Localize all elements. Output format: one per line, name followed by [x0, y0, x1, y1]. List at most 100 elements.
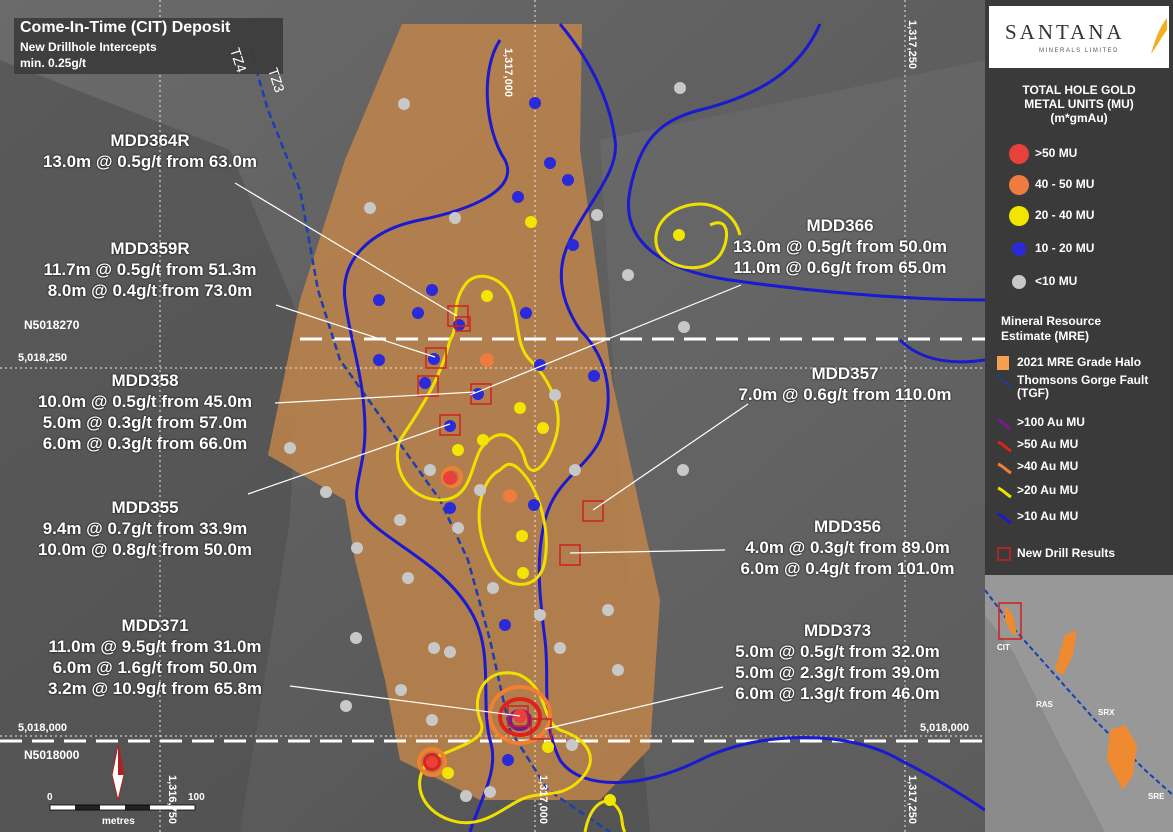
inset-label-ras: RAS	[1036, 700, 1053, 709]
callout-mdd358-line: 10.0m @ 0.5g/t from 45.0m	[37, 392, 253, 411]
callout-mdd359r-line: 11.7m @ 0.5g/t from 51.3m	[43, 260, 257, 279]
santana-logo: SANTANA MINERALS LIMITED	[989, 6, 1169, 68]
callout-mdd357: MDD357 7.0m @ 0.6g/t from 110.0m	[710, 363, 980, 405]
legend-heading: TOTAL HOLE GOLD METAL UNITS (MU) (m*gmAu…	[985, 83, 1173, 125]
terrain-highlight	[600, 60, 985, 832]
mre-grade-halo	[268, 24, 660, 800]
legend-label: Thomsons Gorge Fault (TGF)	[1017, 373, 1149, 400]
legend-label: 10 - 20 MU	[1035, 241, 1095, 255]
legend-dot-blue	[1012, 242, 1026, 256]
northing-label-000: 5,018,000	[18, 722, 67, 734]
map-subtitle-min: min. 0.25g/t	[20, 56, 87, 70]
callout-mdd371-line: 6.0m @ 1.6g/t from 50.0m	[52, 658, 258, 677]
legend-new-results-box	[997, 547, 1011, 561]
callout-mdd357-id: MDD357	[811, 364, 879, 383]
legend-label: New Drill Results	[1017, 546, 1116, 560]
callout-mdd355-line: 9.4m @ 0.7g/t from 33.9m	[42, 519, 248, 538]
legend-label: 20 - 40 MU	[1035, 208, 1095, 222]
legend-label: >100 Au MU	[1017, 415, 1085, 429]
logo-subtext: MINERALS LIMITED	[1039, 48, 1120, 54]
callout-mdd364r-id: MDD364R	[110, 131, 190, 150]
callout-mdd358-line: 6.0m @ 0.3g/t from 66.0m	[42, 434, 248, 453]
legend-item-40-50: 40 - 50 MU	[985, 174, 1173, 195]
legend-heading-line: TOTAL HOLE GOLD	[1022, 83, 1136, 97]
inset-cit-box	[998, 602, 1022, 640]
easting-label-bottom-2: 1,317,250	[906, 775, 918, 824]
callout-mdd355-id: MDD355	[111, 498, 179, 517]
scale-end-label: 100	[188, 792, 205, 803]
callout-mdd356-id: MDD356	[813, 517, 882, 536]
legend-dot-orange	[1009, 175, 1029, 195]
main-map	[0, 0, 985, 832]
callout-mdd356-line: 6.0m @ 0.4g/t from 101.0m	[740, 559, 955, 578]
contour-40mu	[417, 466, 552, 777]
logo-mark-icon	[1151, 18, 1167, 54]
new-drill-results	[417, 305, 604, 740]
legend-contour-yellow	[997, 486, 1012, 499]
legend-heading-line: (m*gmAu)	[1050, 111, 1108, 125]
callout-mdd373: MDD373 5.0m @ 0.5g/t from 32.0m 5.0m @ 2…	[700, 620, 975, 704]
scale-easting-label: 1,316,750	[166, 775, 178, 824]
callout-mdd358-line: 5.0m @ 0.3g/t from 57.0m	[42, 413, 248, 432]
callout-mdd359r-id: MDD359R	[110, 239, 190, 258]
inset-label-sre: SRE	[1148, 792, 1165, 801]
inset-map	[985, 575, 1173, 832]
contour-50mu	[423, 697, 542, 771]
callout-mdd371: MDD371 11.0m @ 9.5g/t from 31.0m 6.0m @ …	[0, 615, 310, 699]
legend-label: >10 Au MU	[1017, 509, 1079, 523]
title-block	[14, 18, 283, 74]
inset-cit-halo	[1005, 605, 1017, 635]
thomsons-gorge-fault	[248, 47, 611, 832]
northing-label-250: 5,018,250	[18, 352, 67, 364]
legend-fault-swatch	[997, 374, 1012, 389]
section-label-n5018000: N5018000	[24, 748, 80, 762]
legend-label: 2021 MRE Grade Halo	[1017, 355, 1142, 369]
inset-label-srx: SRX	[1098, 708, 1115, 717]
legend-label: <10 MU	[1035, 274, 1078, 288]
callout-mdd359r: MDD359R 11.7m @ 0.5g/t from 51.3m 8.0m @…	[0, 238, 300, 301]
inset-srx-halo	[1107, 725, 1137, 790]
callout-mdd366-line: 11.0m @ 0.6g/t from 65.0m	[733, 258, 947, 277]
map-subtitle: New Drillhole Intercepts	[20, 40, 157, 54]
legend-panel: SANTANA MINERALS LIMITED TOTAL HOLE GOLD…	[985, 0, 1173, 575]
callout-mdd364r: MDD364R 13.0m @ 0.5g/t from 63.0m	[0, 130, 300, 172]
north-arrow-icon	[111, 744, 125, 801]
inset-ras-halo	[1055, 630, 1077, 675]
callout-mdd357-line: 7.0m @ 0.6g/t from 110.0m	[738, 385, 952, 404]
callout-mdd358: MDD358 10.0m @ 0.5g/t from 45.0m 5.0m @ …	[0, 370, 290, 454]
legend-contour-purple	[997, 418, 1012, 431]
legend-item-20-40: 20 - 40 MU	[985, 205, 1173, 226]
callout-mdd355-line: 10.0m @ 0.8g/t from 50.0m	[37, 540, 253, 559]
northing-label-000-right: 5,018,000	[920, 722, 969, 734]
legend-dot-red	[1009, 144, 1029, 164]
callout-mdd364r-line: 13.0m @ 0.5g/t from 63.0m	[42, 152, 258, 171]
legend-contour-blue	[997, 512, 1012, 525]
callout-mdd359r-line: 8.0m @ 0.4g/t from 73.0m	[47, 281, 253, 300]
callout-mdd371-id: MDD371	[121, 616, 189, 635]
legend-label: 40 - 50 MU	[1035, 177, 1095, 191]
legend-label: >50 Au MU	[1017, 437, 1079, 451]
mre-heading-line: Mineral Resource	[1001, 314, 1102, 328]
callout-mdd373-id: MDD373	[803, 621, 872, 640]
inset-label-cit: CIT	[997, 643, 1010, 652]
callout-mdd371-line: 11.0m @ 9.5g/t from 31.0m	[48, 637, 262, 656]
legend-contour-orange	[997, 462, 1012, 475]
legend-item-10-20: 10 - 20 MU	[985, 238, 1173, 258]
callout-mdd355: MDD355 9.4m @ 0.7g/t from 33.9m 10.0m @ …	[0, 497, 290, 560]
map-title: Come-In-Time (CIT) Deposit	[20, 19, 231, 36]
easting-label-top-1: 1,317,000	[502, 48, 514, 97]
legend-dot-grey	[1012, 275, 1026, 289]
drillholes-20-40	[442, 216, 685, 806]
section-label-n5018270: N5018270	[24, 318, 80, 332]
mre-heading: Mineral Resource Estimate (MRE)	[1001, 314, 1101, 344]
drillholes-lt10	[284, 82, 690, 802]
leader-lines	[234, 182, 749, 730]
callout-mdd373-line: 5.0m @ 0.5g/t from 32.0m	[735, 642, 940, 661]
scale-unit-label: metres	[102, 816, 135, 827]
drillholes-40-50	[480, 353, 517, 503]
legend-label: >40 Au MU	[1017, 459, 1079, 473]
scale-bar	[49, 804, 196, 811]
legend-item-lt10: <10 MU	[985, 271, 1173, 291]
callout-mdd366-line: 13.0m @ 0.5g/t from 50.0m	[732, 237, 948, 256]
